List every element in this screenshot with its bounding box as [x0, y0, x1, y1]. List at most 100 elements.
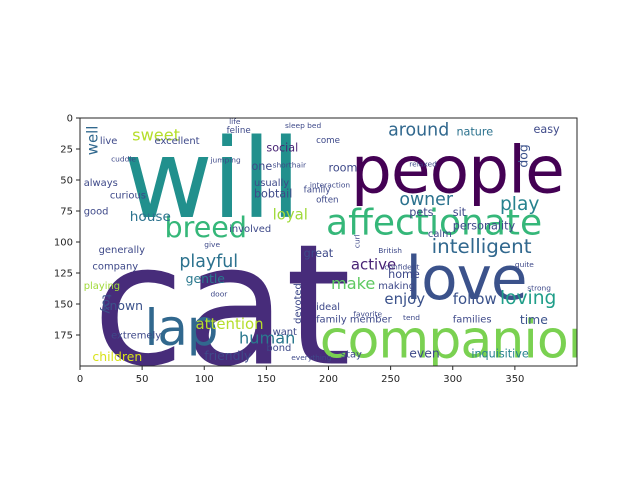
x-tick-label: 50 [136, 374, 149, 385]
word-sweet: sweet [132, 125, 180, 144]
word-breed: breed [164, 210, 247, 244]
word-give: give [204, 240, 220, 249]
word-great: great [304, 247, 334, 260]
word-interaction: interaction [310, 180, 351, 189]
word-extremely: extremely [111, 331, 161, 342]
y-tick-label: 0 [67, 114, 73, 125]
word-bobtail: bobtail [254, 187, 292, 200]
word-known: known [102, 298, 143, 313]
word-will: will [123, 116, 300, 243]
x-tick-label: 250 [381, 374, 400, 385]
word-usually: usually [254, 178, 289, 189]
word-company: company [92, 261, 138, 272]
word-door: door [210, 290, 228, 299]
word-follow: follow [453, 290, 497, 308]
word-personality: personality [453, 220, 516, 233]
word-friendly: friendly [204, 348, 251, 363]
word-relaxed: relaxed [409, 159, 437, 168]
word-confident: confident [384, 262, 419, 271]
word-loyal: loyal [273, 206, 308, 224]
word-human: human [239, 329, 295, 348]
word-family: family [304, 185, 331, 195]
word-inquisitive: inquisitive [471, 347, 528, 360]
word-british: British [378, 246, 402, 255]
word-family-member: family member [316, 315, 393, 326]
word-come: come [316, 136, 340, 146]
word-ideal: ideal [316, 302, 340, 313]
word-even: even [409, 345, 439, 360]
y-tick-label: 50 [60, 176, 73, 187]
word-quite: quite [515, 260, 534, 269]
word-involved: involved [229, 224, 271, 235]
word-jumping: jumping [209, 156, 241, 165]
word-devoted: devoted [293, 283, 304, 324]
word-everything: everything [291, 353, 331, 362]
word-toy: toy [99, 294, 114, 314]
x-tick-label: 300 [443, 374, 462, 385]
word-life: life [229, 117, 241, 126]
word-intelligent: intelligent [432, 235, 532, 258]
word-feline: feline [227, 126, 251, 136]
word-live: live [100, 136, 118, 147]
word-strong: strong [527, 283, 551, 292]
x-tick-label: 0 [77, 374, 83, 385]
y-axis: 0 25 50 75 100 125 150 175 [54, 114, 80, 342]
word-gentle: gentle [186, 271, 225, 286]
word-playful: playful [179, 252, 238, 272]
word-playing: playing [84, 281, 120, 292]
word-attention: attention [196, 315, 264, 333]
word-cat: cat [92, 208, 350, 404]
word-affectionate: affectionate [326, 203, 542, 244]
y-tick-label: 150 [54, 300, 73, 311]
x-tick-label: 200 [319, 374, 338, 385]
word-social: social [266, 141, 298, 154]
word-around: around [388, 120, 449, 140]
word-lap: lap [145, 299, 218, 357]
word-curious: curious [110, 191, 146, 202]
word-generally: generally [99, 245, 145, 256]
y-tick-label: 175 [54, 331, 73, 342]
word-companion: companion [320, 310, 600, 370]
word-dog: dog [515, 144, 530, 167]
word-sleep-bed: sleep bed [285, 121, 321, 130]
word-good: good [84, 207, 109, 218]
word-children: children [92, 349, 142, 364]
word-tend: tend [403, 313, 420, 322]
word-easy: easy [534, 123, 561, 136]
word-people: people [351, 133, 564, 208]
word-make: make [331, 274, 375, 293]
x-tick-label: 150 [257, 374, 276, 385]
word-favorite: favorite [353, 309, 382, 318]
word-bond: bond [266, 343, 291, 354]
x-tick-label: 350 [505, 374, 524, 385]
word-cuddle: cuddle [111, 154, 136, 163]
word-home: home [388, 268, 420, 281]
word-often: often [316, 195, 338, 205]
word-one: one [251, 160, 272, 173]
word-nature: nature [456, 125, 493, 138]
word-well: well [83, 126, 101, 156]
y-tick-label: 25 [60, 145, 73, 156]
word-making: making [378, 281, 415, 292]
x-axis: 0 50 100 150 200 250 300 350 [77, 366, 524, 385]
word-pets: pets [409, 206, 433, 219]
word-active: active [351, 255, 396, 273]
word-calm: calm [428, 229, 452, 240]
axes-background [80, 118, 577, 366]
word-owner: owner [399, 190, 454, 210]
y-tick-label: 125 [54, 269, 73, 280]
y-tick-label: 75 [60, 207, 73, 218]
word-excellent: excellent [155, 136, 200, 147]
word-loving: loving [500, 288, 556, 309]
word-enjoy: enjoy [384, 290, 425, 308]
word-room: room [329, 161, 358, 174]
word-families: families [453, 315, 492, 326]
word-always: always [84, 178, 118, 189]
word-play: play [500, 194, 539, 215]
word-shorthair: shorthair [273, 161, 307, 170]
word-sit: sit [453, 206, 467, 219]
word-love: love [406, 245, 527, 314]
word-stay: stay [341, 349, 362, 360]
